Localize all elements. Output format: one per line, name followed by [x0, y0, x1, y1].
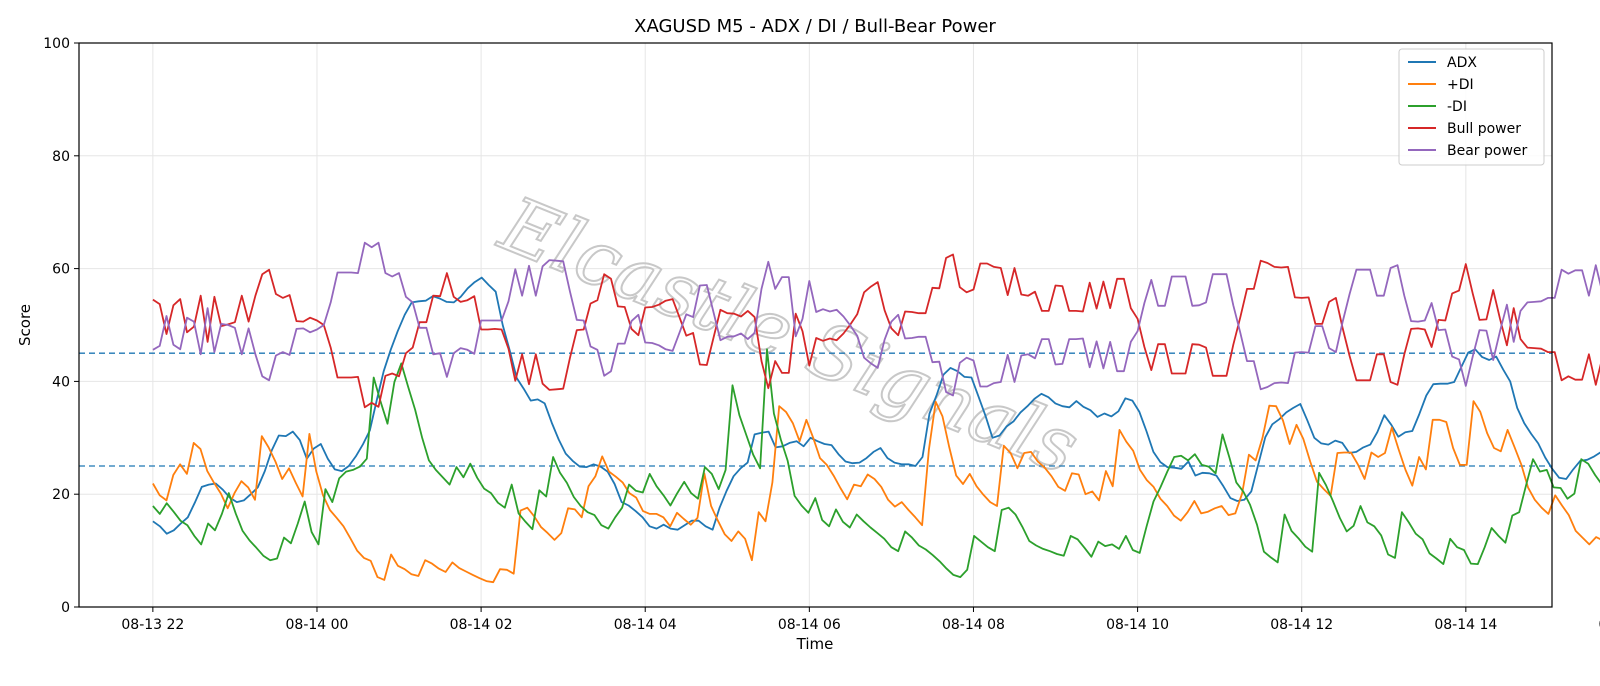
x-axis-label: Time: [796, 635, 834, 653]
x-tick-label: 08-14 16: [1598, 617, 1600, 633]
legend-label: ADX: [1447, 55, 1477, 71]
y-axis-ticks: 0 20 40 60 80 100: [43, 36, 79, 616]
grid: [79, 42, 1552, 608]
legend: ADX +DI -DI Bull power Bear power: [1398, 48, 1545, 166]
x-tick-label: 08-14 10: [1106, 617, 1169, 633]
x-axis-ticks: 08-13 22 08-14 00 08-14 02 08-14 04 08-14 06…: [121, 607, 1600, 633]
x-tick-label: 08-14 04: [614, 617, 677, 633]
y-tick-label: 60: [52, 262, 70, 278]
y-tick-label: 40: [52, 374, 70, 390]
legend-label: -DI: [1447, 99, 1467, 115]
x-tick-label: 08-14 02: [450, 617, 513, 633]
legend-label: Bull power: [1447, 121, 1521, 137]
series-line-adx: [152, 276, 1600, 535]
reference-lines: [79, 352, 1552, 467]
x-tick-label: 08-14 08: [942, 617, 1005, 633]
series-line-di: [152, 400, 1600, 584]
x-tick-label: 08-14 06: [778, 617, 841, 633]
y-axis-label: Score: [16, 304, 34, 346]
series-lines: [152, 241, 1600, 584]
chart-title: XAGUSD M5 - ADX / DI / Bull-Bear Power: [634, 16, 996, 37]
plot-frame: [78, 42, 1553, 608]
x-tick-label: 08-13 22: [121, 617, 184, 633]
legend-label: Bear power: [1447, 143, 1528, 159]
legend-label: +DI: [1447, 77, 1474, 93]
y-tick-label: 100: [43, 36, 70, 52]
x-tick-label: 08-14 00: [286, 617, 349, 633]
y-tick-label: 0: [61, 600, 70, 616]
x-tick-label: 08-14 12: [1270, 617, 1333, 633]
x-tick-label: 08-14 14: [1434, 617, 1497, 633]
y-tick-label: 80: [52, 149, 70, 165]
series-line-di: [152, 348, 1600, 578]
legend-box: [1398, 48, 1545, 166]
series-line-bear-power: [152, 241, 1600, 397]
series-line-bull-power: [152, 253, 1600, 409]
y-tick-label: 20: [52, 487, 70, 503]
